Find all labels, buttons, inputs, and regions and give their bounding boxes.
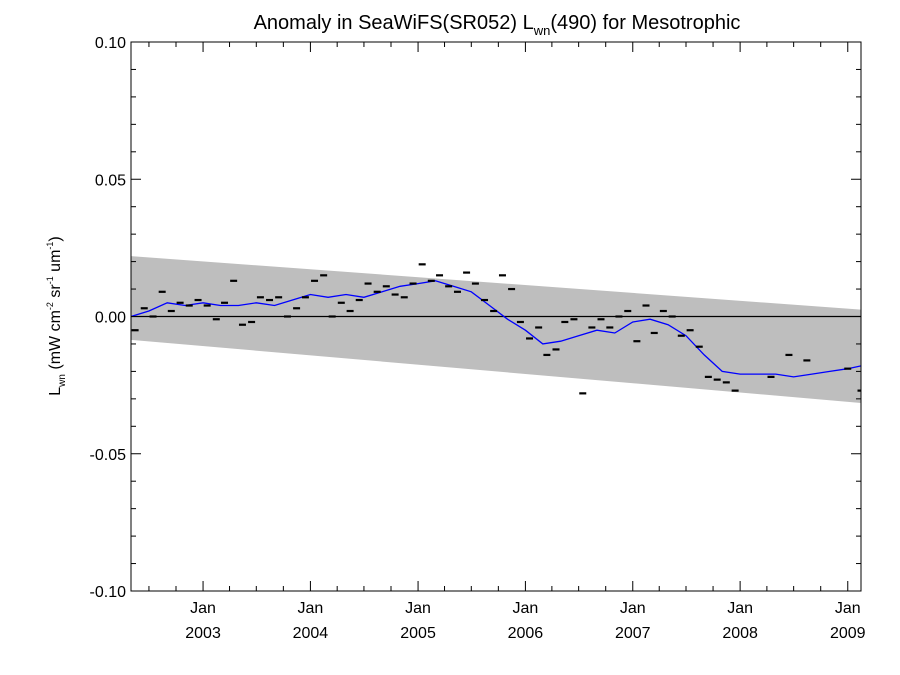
- y-axis-label-subscript: wn: [57, 374, 68, 388]
- x-tick-year-label: 2008: [722, 625, 758, 642]
- x-tick-month-label: Jan: [513, 600, 539, 617]
- running-mean-layer: [130, 280, 862, 378]
- x-tick-month-label: Jan: [190, 600, 216, 617]
- monthly-points-layer: [131, 263, 861, 395]
- confidence-band: [131, 256, 861, 403]
- y-tick-label: 0.00: [95, 310, 126, 327]
- y-axis-label-exp3: -1: [45, 242, 55, 250]
- x-tick-year-label: 2009: [830, 625, 866, 642]
- x-tick-year-label: 2007: [615, 625, 651, 642]
- y-tick-label: -0.05: [90, 447, 127, 464]
- chart-title-main: Anomaly in SeaWiFS(SR052) L: [254, 12, 534, 34]
- y-tick-label: -0.10: [90, 584, 127, 601]
- y-axis-label-sr: sr: [47, 284, 64, 302]
- y-tick-label: 0.10: [95, 35, 126, 52]
- y-axis-label: Lwn (mW cm-2 sr-1 um-1): [45, 236, 68, 396]
- confidence-band-layer: [131, 256, 861, 403]
- chart-title-subscript: wn: [533, 23, 551, 38]
- x-tick-month-label: Jan: [298, 600, 324, 617]
- x-tick-year-label: 2005: [400, 625, 436, 642]
- chart-title: Anomaly in SeaWiFS(SR052) Lwn(490) for M…: [254, 12, 741, 38]
- chart-title-tail: (490) for Mesotrophic: [550, 12, 740, 34]
- x-tick-year-label: 2004: [293, 625, 329, 642]
- axis-ticks-layer: [131, 41, 861, 592]
- running-mean-line: [130, 280, 862, 378]
- y-axis-label-main: L: [47, 387, 64, 396]
- y-tick-label: 0.05: [95, 172, 126, 189]
- y-axis-label-exp1: -2: [45, 302, 55, 310]
- x-tick-month-label: Jan: [727, 600, 753, 617]
- x-tick-year-label: 2006: [508, 625, 544, 642]
- x-tick-month-label: Jan: [835, 600, 861, 617]
- y-axis-label-um: um: [47, 250, 64, 277]
- y-axis-label-units-close: ): [47, 236, 64, 241]
- y-axis-label-exp2: -1: [45, 276, 55, 284]
- y-axis-label-units-open: (mW cm: [47, 310, 64, 374]
- x-tick-year-label: 2003: [185, 625, 221, 642]
- x-tick-labels: Jan 2003 Jan 2004 Jan 2005 Jan 2006 Jan 2007 Jan 20…: [185, 600, 865, 642]
- x-tick-month-label: Jan: [405, 600, 431, 617]
- y-tick-labels: 0.10 0.05 0.00 -0.05 -0.10: [90, 35, 127, 601]
- x-tick-month-label: Jan: [620, 600, 646, 617]
